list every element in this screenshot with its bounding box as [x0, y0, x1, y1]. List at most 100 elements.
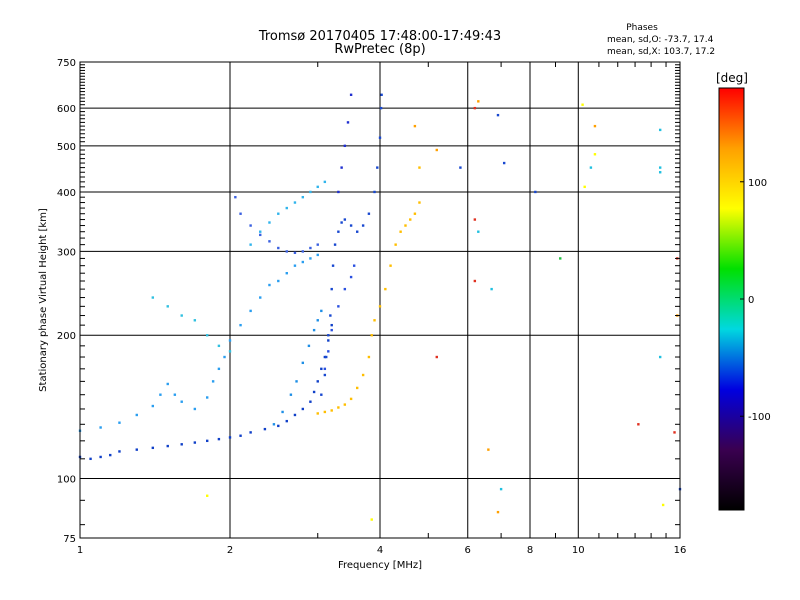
data-point: [249, 431, 252, 434]
data-point: [496, 510, 500, 514]
data-point: [409, 218, 412, 221]
data-point: [593, 124, 597, 128]
data-point: [661, 503, 665, 507]
data-point: [166, 382, 169, 386]
data-point: [135, 413, 138, 417]
data-point: [239, 434, 242, 437]
data-point: [309, 257, 312, 260]
data-point: [327, 334, 330, 337]
data-point: [320, 309, 323, 313]
data-point: [268, 283, 271, 287]
data-point: [316, 185, 319, 189]
data-point: [301, 195, 305, 199]
data-point: [496, 113, 500, 117]
data-point: [285, 250, 288, 253]
data-point: [316, 243, 319, 246]
data-point: [293, 201, 297, 204]
data-point: [316, 412, 319, 415]
data-point: [329, 314, 332, 317]
data-point: [349, 397, 353, 401]
data-point: [435, 148, 438, 152]
data-point: [352, 264, 356, 267]
data-point: [333, 243, 337, 246]
colorbar-label: [deg]: [716, 71, 748, 85]
data-point: [473, 106, 477, 110]
y-tick-label: 600: [57, 104, 76, 115]
data-point: [477, 230, 480, 233]
data-point: [384, 287, 387, 291]
data-point: [205, 494, 209, 497]
data-point: [316, 319, 319, 322]
data-point: [378, 305, 382, 308]
data-point: [239, 323, 242, 327]
data-point: [413, 212, 417, 215]
data-point: [211, 380, 215, 383]
data-point: [301, 407, 305, 411]
data-point: [323, 367, 327, 371]
data-point: [118, 450, 121, 453]
data-point: [259, 233, 262, 237]
data-point: [355, 230, 359, 233]
x-axis-label: Frequency [MHz]: [338, 560, 422, 571]
data-point: [309, 190, 312, 194]
colorbar-tick-label: -100: [748, 412, 771, 423]
colorbar-ticks: 100 0 -100: [740, 178, 771, 423]
data-point: [343, 144, 347, 148]
data-point: [228, 436, 232, 439]
data-point: [301, 260, 305, 264]
data-point: [346, 121, 350, 124]
data-point: [301, 361, 305, 365]
colorbar-tick-label: 100: [748, 178, 767, 189]
data-point: [418, 166, 421, 169]
data-point: [370, 334, 373, 337]
grid-lines: [80, 62, 680, 538]
data-point: [473, 279, 477, 283]
data-point: [228, 339, 232, 342]
data-point: [293, 264, 297, 267]
data-point: [135, 448, 138, 451]
data-point: [389, 264, 392, 267]
data-point: [293, 413, 297, 417]
data-point: [205, 334, 209, 337]
x-tick-labels: 1 2 4 6 8 10 16: [77, 545, 687, 556]
data-point: [349, 224, 353, 227]
x-tick-label: 8: [527, 545, 533, 556]
data-point: [340, 221, 343, 224]
data-point: [217, 367, 221, 371]
data-point: [285, 206, 288, 210]
data-point: [205, 439, 209, 443]
data-point: [234, 195, 237, 199]
x-tick-label: 10: [572, 545, 585, 556]
data-point: [323, 180, 327, 184]
data-point: [281, 410, 284, 414]
data-point: [658, 355, 662, 359]
data-point: [151, 446, 155, 450]
data-point: [583, 185, 586, 189]
data-point: [217, 344, 221, 348]
data-point: [159, 393, 162, 396]
data-point: [277, 279, 280, 283]
data-point: [361, 373, 365, 377]
colorbar: [718, 87, 745, 511]
data-point: [330, 323, 333, 327]
data-point: [376, 166, 379, 169]
data-point: [180, 443, 183, 446]
data-point: [109, 453, 112, 457]
data-point: [487, 448, 490, 451]
data-point: [593, 153, 597, 156]
y-tick-label: 300: [57, 247, 76, 258]
data-point: [502, 161, 506, 165]
data-point: [301, 250, 305, 253]
data-point: [263, 427, 267, 431]
y-tick-labels: 75 100 200 300 400 500 600 750: [57, 58, 76, 545]
data-point: [320, 367, 323, 371]
data-point: [259, 230, 262, 233]
data-point: [285, 272, 288, 275]
data-point: [249, 224, 252, 227]
data-point: [325, 355, 328, 359]
data-point: [249, 309, 252, 313]
data-point: [337, 305, 340, 308]
data-point: [307, 344, 311, 348]
data-point: [293, 251, 297, 255]
plot-frame: [79, 61, 681, 539]
